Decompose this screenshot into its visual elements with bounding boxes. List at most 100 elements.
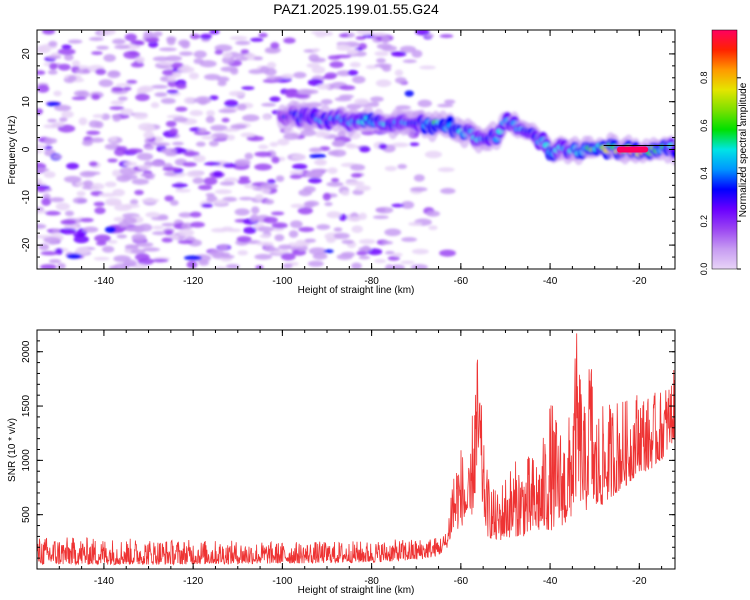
noise-blob (175, 188, 191, 193)
noise-blob (314, 159, 327, 166)
spectrogram-x-tick-label: -60 (454, 276, 469, 287)
noise-blob (271, 156, 280, 164)
noise-blob (346, 103, 362, 110)
noise-blob (107, 70, 121, 79)
noise-blob (269, 142, 279, 147)
noise-blob (381, 240, 394, 245)
noise-blob (275, 175, 285, 182)
noise-blob (37, 144, 47, 150)
noise-blob (417, 99, 432, 108)
snr-series-line (37, 333, 675, 566)
noise-blob (222, 52, 233, 59)
noise-blob (63, 175, 82, 183)
noise-blob (205, 115, 215, 124)
noise-blob (400, 260, 415, 265)
figure-title: PAZ1.2025.199.01.55.G24 (273, 1, 439, 17)
noise-blob (217, 80, 227, 87)
noise-blob (162, 166, 179, 172)
colorbar-tick-label: 0.2 (699, 215, 709, 228)
noise-blob (385, 264, 394, 269)
noise-blob (316, 224, 331, 230)
noise-blob (283, 132, 299, 140)
noise-blob (193, 58, 204, 65)
noise-blob (79, 217, 94, 223)
noise-blob (289, 220, 303, 229)
noise-blob (350, 164, 366, 171)
noise-blob (235, 57, 249, 61)
noise-blob (428, 225, 438, 231)
noise-blob (71, 60, 81, 67)
noise-blob (336, 70, 352, 77)
noise-blob (192, 177, 205, 184)
noise-blob (415, 30, 430, 36)
noise-blob (161, 147, 177, 155)
noise-blob (183, 255, 202, 261)
noise-blob (354, 98, 370, 106)
noise-blob (220, 254, 235, 259)
noise-blob (222, 163, 237, 168)
noise-blob (40, 264, 57, 269)
noise-blob (300, 129, 317, 137)
noise-blob (331, 177, 340, 183)
noise-blob (109, 265, 118, 269)
noise-blob (199, 60, 217, 68)
noise-blob (266, 61, 277, 69)
noise-blob (180, 40, 191, 49)
noise-blob (264, 244, 275, 252)
noise-blob (37, 45, 46, 54)
noise-blob (178, 228, 195, 237)
noise-blob (213, 199, 228, 205)
noise-blob (109, 106, 125, 111)
noise-blob (138, 122, 155, 131)
noise-blob (347, 69, 359, 76)
noise-blob (358, 246, 372, 252)
noise-blob (424, 150, 443, 159)
noise-blob (110, 100, 124, 106)
noise-blob (239, 196, 254, 201)
noise-blob (391, 51, 407, 57)
noise-blob (179, 51, 194, 56)
noise-blob (269, 96, 281, 102)
noise-blob (408, 221, 423, 227)
noise-blob (141, 198, 160, 203)
noise-blob (66, 253, 82, 259)
noise-blob (137, 165, 152, 171)
noise-blob (172, 71, 182, 78)
noise-blob (171, 141, 184, 146)
noise-blob (338, 33, 349, 38)
noise-blob (419, 65, 436, 70)
noise-blob (193, 154, 206, 163)
noise-blob (209, 30, 220, 35)
noise-blob (250, 37, 264, 42)
noise-blob (271, 222, 288, 229)
noise-blob (73, 235, 90, 244)
noise-blob (243, 226, 257, 234)
noise-blob (391, 142, 409, 148)
noise-blob (283, 128, 295, 133)
noise-blob (107, 158, 118, 163)
snr-x-tick-label: -80 (364, 576, 379, 587)
noise-blob (303, 201, 315, 208)
noise-blob (122, 216, 137, 225)
noise-blob (182, 161, 197, 167)
heatmap-blobs (37, 30, 675, 269)
noise-blob (308, 177, 322, 184)
noise-blob (81, 140, 93, 147)
noise-blob (274, 234, 285, 242)
noise-blob (439, 34, 454, 38)
noise-blob (73, 232, 85, 238)
noise-blob (126, 79, 138, 84)
noise-blob (161, 222, 176, 227)
noise-blob (378, 143, 388, 150)
noise-blob (90, 137, 105, 143)
noise-blob (341, 251, 356, 258)
colorbar-gradient (711, 29, 738, 270)
noise-blob (150, 84, 169, 89)
noise-blob (244, 152, 254, 160)
noise-blob (203, 73, 221, 81)
spectrogram-y-tick-label: 10 (21, 96, 32, 108)
noise-blob (116, 234, 128, 239)
noise-blob (198, 98, 208, 105)
noise-blob (112, 188, 125, 197)
